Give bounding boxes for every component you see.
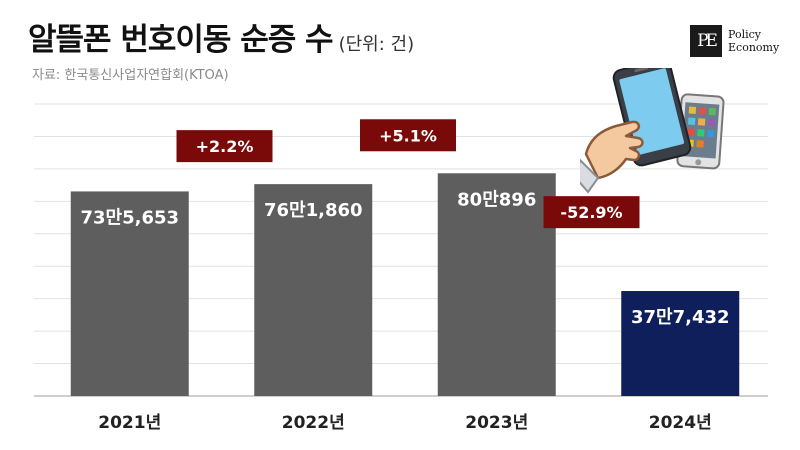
x-tick-label: 2021년 [98, 413, 161, 433]
logo-mark: PE [690, 25, 722, 57]
bar-2024년 [621, 291, 740, 396]
source-note: 자료: 한국통신사업자연합회(KTOA) [32, 68, 229, 83]
hand-holding-smartphone-icon [580, 68, 725, 194]
change-badge [176, 130, 273, 163]
bar-2021년 [70, 191, 189, 396]
bar-value-label: 73만5,653 [80, 207, 179, 228]
bar-value-label: 80만896 [457, 189, 536, 210]
change-badge-label: +5.1% [379, 126, 437, 145]
publisher-logo: PE Policy Economy [690, 24, 779, 58]
chart-title: 알뜰폰 번호이동 순증 수 (단위: 건) [28, 14, 414, 59]
change-badge [543, 196, 640, 229]
bar-value-label: 76만1,860 [264, 200, 363, 221]
logo-text: Policy Economy [728, 28, 779, 54]
bar-2022년 [254, 184, 373, 396]
bar-2023년 [437, 173, 556, 396]
change-badge [360, 119, 456, 152]
change-badge-label: -52.9% [560, 203, 622, 222]
chart-title-text: 알뜰폰 번호이동 순증 수 [28, 22, 334, 58]
x-tick-label: 2022년 [282, 413, 345, 433]
logo-line-2: Economy [728, 41, 780, 54]
bar-value-label: 37만7,432 [631, 307, 730, 328]
logo-line-1: Policy [728, 28, 761, 41]
x-tick-label: 2023년 [465, 413, 528, 433]
change-badge-label: +2.2% [196, 137, 254, 156]
x-tick-label: 2024년 [649, 413, 712, 433]
unit-label: (단위: 건) [338, 34, 415, 55]
